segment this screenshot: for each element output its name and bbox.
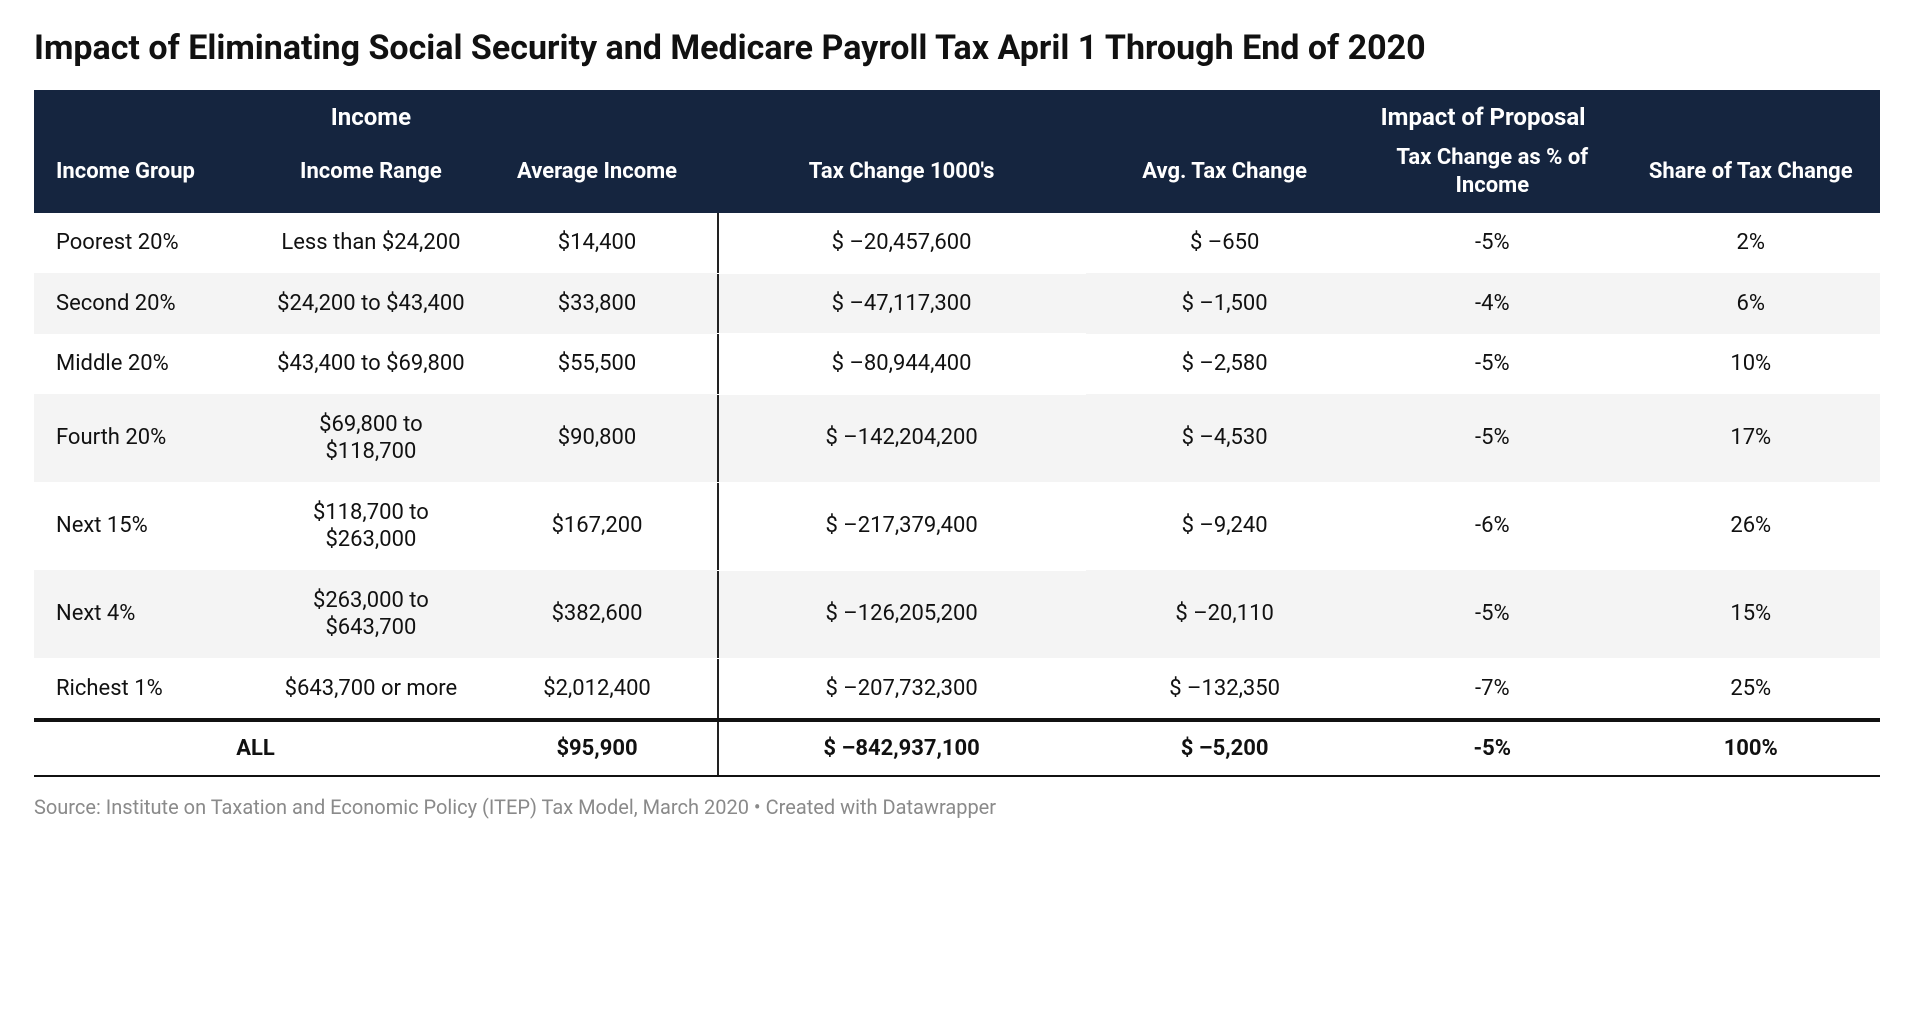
cell-avg-tax-change: $ –1,500 (1086, 273, 1363, 334)
cell-avg-income: $33,800 (477, 273, 717, 334)
cell-income-range: $643,700 or more (265, 658, 477, 720)
cell-share: 2% (1622, 213, 1880, 273)
cell-share: 17% (1622, 394, 1880, 482)
table-footer: ALL $95,900 $ –842,937,100 $ –5,200 -5% … (34, 720, 1880, 776)
cell-avg-tax-change: $ –650 (1086, 213, 1363, 273)
page-title: Impact of Eliminating Social Security an… (34, 28, 1880, 68)
cell-avg-tax-change: $ –132,350 (1086, 658, 1363, 720)
total-share: 100% (1622, 720, 1880, 776)
cell-income-group: Second 20% (34, 273, 265, 334)
cell-income-group: Poorest 20% (34, 213, 265, 273)
col-income-group: Income Group (34, 138, 265, 213)
header-blank (717, 90, 1086, 138)
cell-tax-change-1000s: $ –207,732,300 (717, 658, 1086, 720)
col-tax-change-1000s: Tax Change 1000's (717, 138, 1086, 213)
table-body: Poorest 20%Less than $24,200$14,400$ –20… (34, 213, 1880, 720)
cell-avg-income: $2,012,400 (477, 658, 717, 720)
table-row: Fourth 20%$69,800 to $118,700$90,800$ –1… (34, 394, 1880, 482)
cell-tax-change-1000s: $ –80,944,400 (717, 334, 1086, 395)
cell-income-group: Next 15% (34, 482, 265, 570)
cell-income-group: Richest 1% (34, 658, 265, 720)
table-header: Income Impact of Proposal Income Group I… (34, 90, 1880, 213)
cell-tax-change-1000s: $ –20,457,600 (717, 213, 1086, 273)
cell-pct-income: -7% (1363, 658, 1621, 720)
cell-share: 6% (1622, 273, 1880, 334)
table-row: Poorest 20%Less than $24,200$14,400$ –20… (34, 213, 1880, 273)
total-avg-tax-change: $ –5,200 (1086, 720, 1363, 776)
col-avg-tax-change: Avg. Tax Change (1086, 138, 1363, 213)
cell-income-range: $24,200 to $43,400 (265, 273, 477, 334)
total-label: ALL (34, 720, 477, 776)
cell-tax-change-1000s: $ –142,204,200 (717, 394, 1086, 482)
cell-avg-tax-change: $ –2,580 (1086, 334, 1363, 395)
total-tax-change-1000s: $ –842,937,100 (717, 720, 1086, 776)
cell-tax-change-1000s: $ –217,379,400 (717, 482, 1086, 570)
cell-pct-income: -5% (1363, 394, 1621, 482)
cell-income-range: $43,400 to $69,800 (265, 334, 477, 395)
cell-share: 25% (1622, 658, 1880, 720)
col-income-range: Income Range (265, 138, 477, 213)
cell-tax-change-1000s: $ –126,205,200 (717, 570, 1086, 658)
total-pct-income: -5% (1363, 720, 1621, 776)
cell-avg-tax-change: $ –9,240 (1086, 482, 1363, 570)
cell-avg-tax-change: $ –20,110 (1086, 570, 1363, 658)
cell-share: 15% (1622, 570, 1880, 658)
cell-income-range: $263,000 to $643,700 (265, 570, 477, 658)
cell-avg-income: $382,600 (477, 570, 717, 658)
source-line: Source: Institute on Taxation and Econom… (34, 795, 1880, 819)
cell-pct-income: -4% (1363, 273, 1621, 334)
table-row: Next 4%$263,000 to $643,700$382,600$ –12… (34, 570, 1880, 658)
cell-avg-income: $167,200 (477, 482, 717, 570)
cell-income-range: Less than $24,200 (265, 213, 477, 273)
header-group-impact: Impact of Proposal (1086, 90, 1880, 138)
impact-table: Income Impact of Proposal Income Group I… (34, 90, 1880, 777)
table-row: Next 15%$118,700 to $263,000$167,200$ –2… (34, 482, 1880, 570)
cell-pct-income: -5% (1363, 213, 1621, 273)
cell-pct-income: -6% (1363, 482, 1621, 570)
cell-avg-income: $14,400 (477, 213, 717, 273)
cell-income-group: Next 4% (34, 570, 265, 658)
cell-pct-income: -5% (1363, 334, 1621, 395)
cell-pct-income: -5% (1363, 570, 1621, 658)
header-blank (34, 90, 265, 138)
cell-avg-income: $90,800 (477, 394, 717, 482)
total-row: ALL $95,900 $ –842,937,100 $ –5,200 -5% … (34, 720, 1880, 776)
cell-share: 10% (1622, 334, 1880, 395)
cell-income-group: Middle 20% (34, 334, 265, 395)
cell-income-range: $118,700 to $263,000 (265, 482, 477, 570)
col-avg-income: Average Income (477, 138, 717, 213)
cell-tax-change-1000s: $ –47,117,300 (717, 273, 1086, 334)
header-group-income: Income (265, 90, 477, 138)
total-avg-income: $95,900 (477, 720, 717, 776)
cell-share: 26% (1622, 482, 1880, 570)
table-row: Richest 1%$643,700 or more$2,012,400$ –2… (34, 658, 1880, 720)
col-share: Share of Tax Change (1622, 138, 1880, 213)
cell-income-range: $69,800 to $118,700 (265, 394, 477, 482)
cell-avg-tax-change: $ –4,530 (1086, 394, 1363, 482)
cell-income-group: Fourth 20% (34, 394, 265, 482)
cell-avg-income: $55,500 (477, 334, 717, 395)
header-blank (477, 90, 717, 138)
table-row: Middle 20%$43,400 to $69,800$55,500$ –80… (34, 334, 1880, 395)
col-pct-income: Tax Change as % of Income (1363, 138, 1621, 213)
table-row: Second 20%$24,200 to $43,400$33,800$ –47… (34, 273, 1880, 334)
